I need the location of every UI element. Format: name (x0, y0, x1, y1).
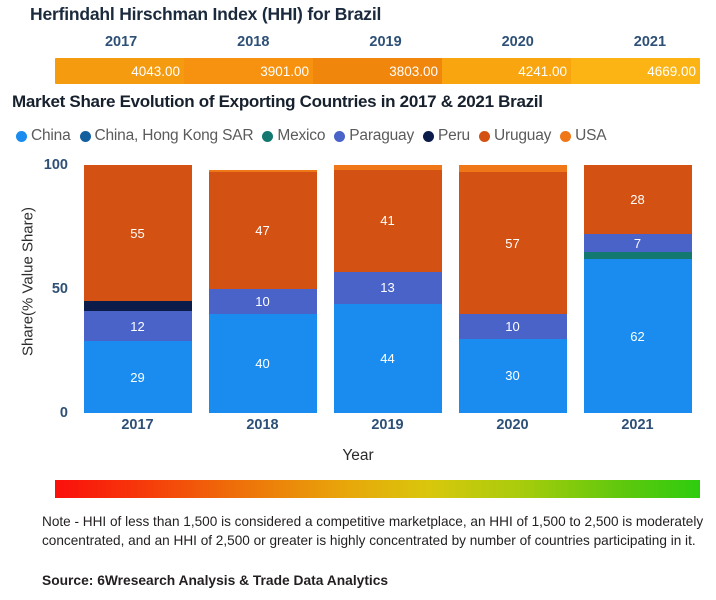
bar-segment-label: 41 (380, 213, 395, 229)
legend-swatch-icon (262, 130, 274, 142)
bar-segment[interactable] (333, 165, 442, 170)
hhi-value-cell: 4043.00 (55, 58, 184, 84)
hhi-year-cell: 2019 (369, 34, 402, 50)
legend-item-label: USA (575, 127, 607, 144)
legend-item-mexico[interactable]: Mexico (262, 127, 325, 145)
hhi-title: Herfindahl Hirschman Index (HHI) for Bra… (30, 4, 382, 24)
bar-segment[interactable]: 29 (83, 341, 192, 413)
bar-segment-label: 47 (255, 223, 270, 239)
bar-segment-label: 10 (505, 318, 520, 334)
chart-title: Market Share Evolution of Exporting Coun… (12, 92, 543, 111)
hhi-value-row: 4043.00 3901.00 3803.00 4241.00 4669.00 (55, 58, 700, 84)
bar-segment[interactable]: 10 (458, 313, 567, 339)
y-axis-tick-label: 50 (51, 281, 68, 297)
legend-swatch-icon (16, 130, 27, 142)
legend-item-china[interactable]: China (16, 127, 71, 145)
x-axis-tick-label: 2020 (496, 417, 529, 433)
chart-legend: China China, Hong Kong SAR Mexico Paraguay P… (16, 127, 607, 145)
bar-segment[interactable]: 30 (458, 338, 567, 413)
bar-segment[interactable]: 47 (208, 172, 317, 290)
bar-segment-label: 57 (505, 235, 520, 251)
bar-segment[interactable] (583, 251, 692, 260)
bar-segment[interactable]: 62 (583, 259, 692, 413)
bar-segment[interactable] (208, 170, 317, 173)
bar-segment[interactable]: 10 (208, 289, 317, 314)
legend-swatch-icon (334, 130, 346, 142)
bar-segment[interactable]: 12 (83, 311, 192, 342)
hhi-value-cell: 3803.00 (313, 58, 442, 84)
stacked-bar[interactable]: 30 10 57 (458, 165, 567, 413)
hhi-year-cell: 2017 (104, 34, 138, 50)
plot-area: Share(% Value Share) 0 50 100 29 12 55 2017 40… (0, 155, 716, 464)
hhi-year-cell: 2020 (501, 34, 534, 50)
hhi-value-cell: 4241.00 (442, 58, 571, 84)
legend-item-usa[interactable]: USA (560, 127, 607, 145)
legend-item-label: Paraguay (349, 127, 415, 144)
legend-swatch-icon (478, 130, 490, 142)
hhi-year-cell: 2018 (237, 34, 270, 50)
bar-segment[interactable] (83, 301, 192, 312)
hhi-year-cell: 2021 (633, 34, 667, 50)
legend-item-label: Peru (438, 127, 470, 144)
x-axis-tick-label: 2019 (371, 417, 404, 433)
bar-segment[interactable]: 40 (208, 313, 317, 413)
stacked-bar[interactable]: 44 13 41 (333, 165, 442, 413)
bar-segment-label: 62 (630, 328, 645, 344)
bar-segment[interactable] (458, 165, 567, 173)
bar-segment-label: 28 (630, 192, 645, 208)
legend-item-label: Mexico (277, 127, 326, 144)
bar-slot: 40 10 47 2018 (200, 165, 325, 433)
legend-item-label: China, Hong Kong SAR (94, 127, 254, 144)
legend-item-label: China (31, 127, 71, 144)
bar-slot: 30 10 57 2020 (450, 165, 575, 433)
bar-slot: 62 7 28 2021 (575, 165, 700, 433)
source-text: Source: 6Wresearch Analysis & Trade Data… (42, 573, 389, 588)
bar-slot: 29 12 55 2017 (75, 165, 200, 433)
bar-segment-label: 12 (130, 318, 145, 334)
legend-swatch-icon (560, 130, 572, 142)
bar-segment-label: 13 (380, 280, 395, 296)
stacked-bar[interactable]: 40 10 47 (208, 170, 317, 413)
legend-swatch-icon (79, 130, 91, 142)
x-axis-tick-label: 2021 (621, 417, 654, 433)
bar-segment-label: 30 (505, 368, 520, 384)
hhi-value-cell: 3901.00 (184, 58, 313, 84)
bar-segment[interactable]: 57 (458, 172, 567, 314)
bar-segment[interactable]: 7 (583, 234, 692, 252)
y-axis-ticks: 0 50 100 (0, 155, 68, 421)
bar-group: 29 12 55 2017 40 10 47 2018 44 13 41 2019 30 10 57 2020… (75, 165, 700, 433)
bar-segment-label: 55 (130, 225, 145, 241)
y-axis-tick-label: 100 (43, 157, 68, 173)
hhi-gradient-scale (55, 480, 700, 498)
bar-segment[interactable]: 28 (583, 165, 692, 235)
stacked-bar[interactable]: 62 7 28 (583, 165, 692, 413)
stacked-bar[interactable]: 29 12 55 (83, 165, 192, 413)
bar-segment-label: 44 (380, 350, 395, 366)
bar-segment[interactable]: 13 (333, 271, 442, 304)
x-axis-label: Year (342, 447, 374, 464)
legend-item-label: Uruguay (493, 127, 552, 144)
legend-item-china-hong-kong-sar[interactable]: China, Hong Kong SAR (79, 127, 254, 145)
bar-segment-label: 29 (130, 369, 145, 385)
bar-segment[interactable]: 55 (83, 165, 192, 302)
x-axis-tick-label: 2017 (121, 417, 154, 433)
legend-item-peru[interactable]: Peru (423, 127, 470, 145)
hhi-value-cell: 4669.00 (571, 58, 700, 84)
x-axis-tick-label: 2018 (246, 417, 279, 433)
bar-segment-label: 40 (255, 355, 270, 371)
hhi-year-header-row: 2017 2018 2019 2020 2021 (55, 31, 716, 53)
legend-item-uruguay[interactable]: Uruguay (478, 127, 552, 145)
legend-item-paraguay[interactable]: Paraguay (334, 127, 414, 145)
bar-slot: 44 13 41 2019 (325, 165, 450, 433)
legend-swatch-icon (423, 130, 435, 142)
y-axis-tick-label: 0 (59, 405, 68, 421)
bar-segment-label: 10 (255, 293, 270, 309)
bar-segment[interactable]: 41 (333, 169, 442, 272)
bar-segment[interactable]: 44 (333, 303, 442, 413)
note-text: Note - HHI of less than 1,500 is conside… (42, 514, 704, 549)
bar-segment-label: 7 (633, 235, 642, 251)
